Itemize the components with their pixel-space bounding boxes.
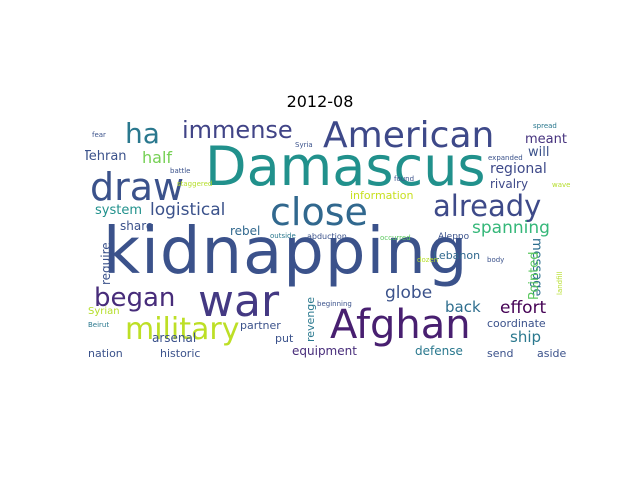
- word-back: back: [445, 298, 481, 316]
- word-put: put: [275, 332, 294, 345]
- word-send: send: [487, 347, 514, 360]
- word-ha: ha: [125, 120, 160, 150]
- word-afghan: Afghan: [330, 302, 471, 348]
- word-syria: Syria: [295, 141, 313, 149]
- word-expanded: expanded: [488, 154, 523, 162]
- word-defense: defense: [415, 344, 463, 358]
- word-meant: meant: [525, 132, 567, 147]
- word-spanning: spanning: [472, 218, 550, 238]
- word-abduction: abduction: [307, 232, 347, 241]
- word-dozen: dozen: [417, 256, 439, 264]
- word-fear: fear: [92, 131, 106, 139]
- word-staggered: staggered: [177, 180, 213, 188]
- word-kidnapping: kidnapping: [103, 215, 469, 289]
- word-began: began: [94, 283, 176, 313]
- word-effort: effort: [500, 298, 547, 318]
- word-aside: aside: [537, 347, 567, 360]
- word-tehran: Tehran: [85, 149, 127, 164]
- word-half: half: [142, 148, 173, 167]
- word-draw: draw: [90, 165, 185, 209]
- word-landfill: landfill: [556, 271, 564, 295]
- word-close: close: [270, 190, 368, 234]
- word-found: found: [394, 175, 415, 183]
- word-revenge: revenge: [304, 296, 317, 342]
- word-historic: historic: [160, 347, 201, 360]
- word-lebanon: Lebanon: [433, 249, 481, 262]
- word-damascus: Damascus: [205, 135, 486, 198]
- word-share: share: [120, 219, 154, 233]
- word-immense: immense: [182, 120, 293, 144]
- word-require: require: [99, 242, 113, 285]
- word-wave: wave: [552, 181, 570, 189]
- word-partner: partner: [240, 319, 281, 332]
- word-coordinate: coordinate: [487, 317, 546, 330]
- word-battle: battle: [170, 167, 191, 175]
- word-nation: nation: [88, 347, 123, 360]
- word-aleppo: Aleppo: [438, 232, 470, 242]
- word-will: will: [528, 145, 550, 160]
- word-war: war: [198, 276, 280, 327]
- word-pointed: Pointed: [527, 251, 542, 300]
- word-globe: globe: [385, 283, 433, 303]
- word-spread: spread: [533, 122, 557, 130]
- word-system: system: [95, 203, 142, 218]
- word-occurred: occurred: [380, 234, 411, 242]
- word-cloud: kidnapping Damascus war American close A…: [85, 120, 570, 365]
- word-rivalry: rivalry: [490, 177, 529, 191]
- word-american: American: [323, 120, 495, 156]
- word-information: information: [350, 189, 414, 202]
- word-outside: outside: [270, 232, 296, 240]
- word-arsenal: arsenal: [152, 331, 197, 345]
- word-ship: ship: [510, 328, 542, 346]
- word-logistical: logistical: [150, 200, 226, 220]
- word-beirut: Beirut: [88, 321, 110, 329]
- word-beginning: beginning: [317, 300, 352, 308]
- word-rebel: rebel: [230, 224, 261, 238]
- word-already: already: [433, 189, 542, 223]
- word-regional: regional: [490, 161, 547, 177]
- word-military: military: [125, 312, 240, 347]
- word-body: body: [487, 256, 505, 264]
- word-syrian: Syrian: [88, 306, 120, 317]
- figure-title: 2012-08: [286, 92, 354, 111]
- word-equipment: equipment: [292, 344, 357, 358]
